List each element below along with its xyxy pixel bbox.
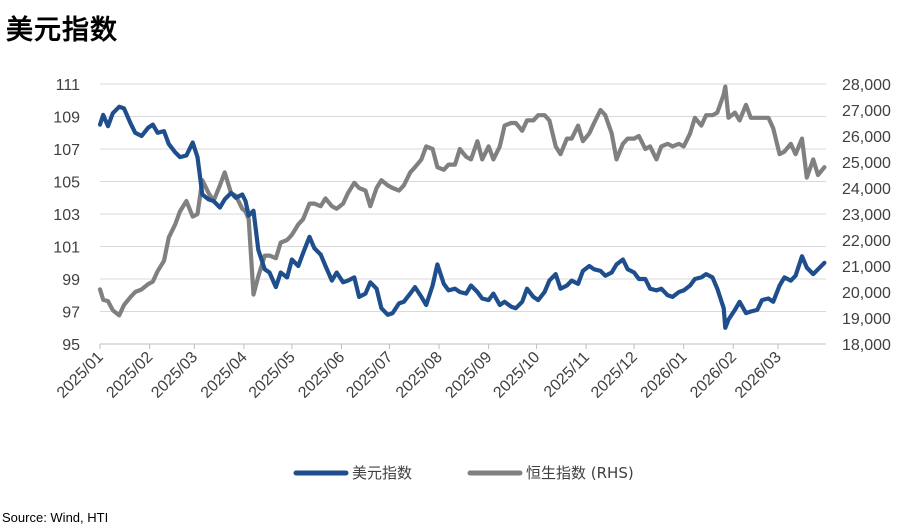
- right-tick-label: 20,000: [842, 285, 891, 302]
- right-tick-label: 23,000: [842, 207, 891, 224]
- left-tick-label: 95: [62, 337, 80, 354]
- x-axis-ticks: 2025/012025/022025/032025/042025/052025/…: [54, 344, 785, 402]
- right-tick-label: 21,000: [842, 259, 891, 276]
- x-tick-label: 2025/11: [541, 349, 593, 401]
- right-tick-label: 18,000: [842, 337, 891, 354]
- left-axis-ticks: 111 109 107 105 103 101 99 97 95: [53, 77, 80, 354]
- x-tick-label: 2025/04: [198, 349, 251, 402]
- right-tick-label: 25,000: [842, 155, 891, 172]
- x-tick-label: 2025/07: [343, 349, 396, 402]
- x-tick-label: 2025/10: [490, 349, 543, 402]
- legend-item-hsi-label: 恒生指数 (RHS): [526, 464, 634, 482]
- gridlines: [100, 83, 826, 345]
- left-tick-label: 101: [53, 240, 80, 257]
- left-tick-label: 109: [53, 110, 80, 127]
- x-tick-label: 2025/02: [103, 349, 156, 402]
- source-note: Source: Wind, HTI: [2, 510, 109, 525]
- x-tick-label: 2026/01: [638, 349, 691, 402]
- x-tick-label: 2025/05: [246, 349, 299, 402]
- x-tick-label: 2026/03: [732, 349, 785, 402]
- x-tick-label: 2025/06: [295, 349, 348, 402]
- x-tick-label: 2026/02: [687, 349, 740, 402]
- right-axis-ticks: 28,000 27,000 26,000 25,000 24,000 23,000 22,0…: [842, 77, 891, 354]
- right-tick-label: 22,000: [842, 233, 891, 250]
- right-tick-label: 28,000: [842, 77, 891, 94]
- legend-item-dxy-label: 美元指数: [352, 464, 412, 482]
- x-tick-label: 2025/03: [148, 349, 201, 402]
- left-tick-label: 105: [53, 175, 80, 192]
- x-tick-label: 2025/09: [442, 349, 495, 402]
- right-tick-label: 26,000: [842, 129, 891, 146]
- x-tick-label: 2025/12: [588, 349, 641, 402]
- legend: 美元指数 恒生指数 (RHS): [293, 464, 634, 482]
- left-tick-label: 111: [56, 77, 80, 94]
- x-tick-label: 2025/08: [393, 349, 446, 402]
- hsi-series-line: [97, 84, 827, 318]
- left-tick-label: 97: [62, 305, 80, 322]
- left-tick-label: 99: [62, 272, 80, 289]
- right-tick-label: 24,000: [842, 181, 891, 198]
- right-tick-label: 19,000: [842, 311, 891, 328]
- page-title: 美元指数: [6, 15, 118, 46]
- left-tick-label: 103: [53, 207, 80, 224]
- left-tick-label: 107: [53, 142, 80, 159]
- x-tick-label: 2025/01: [54, 349, 107, 402]
- dxy-series-line: [97, 104, 827, 330]
- series-lines: [97, 84, 827, 330]
- right-tick-label: 27,000: [842, 103, 891, 120]
